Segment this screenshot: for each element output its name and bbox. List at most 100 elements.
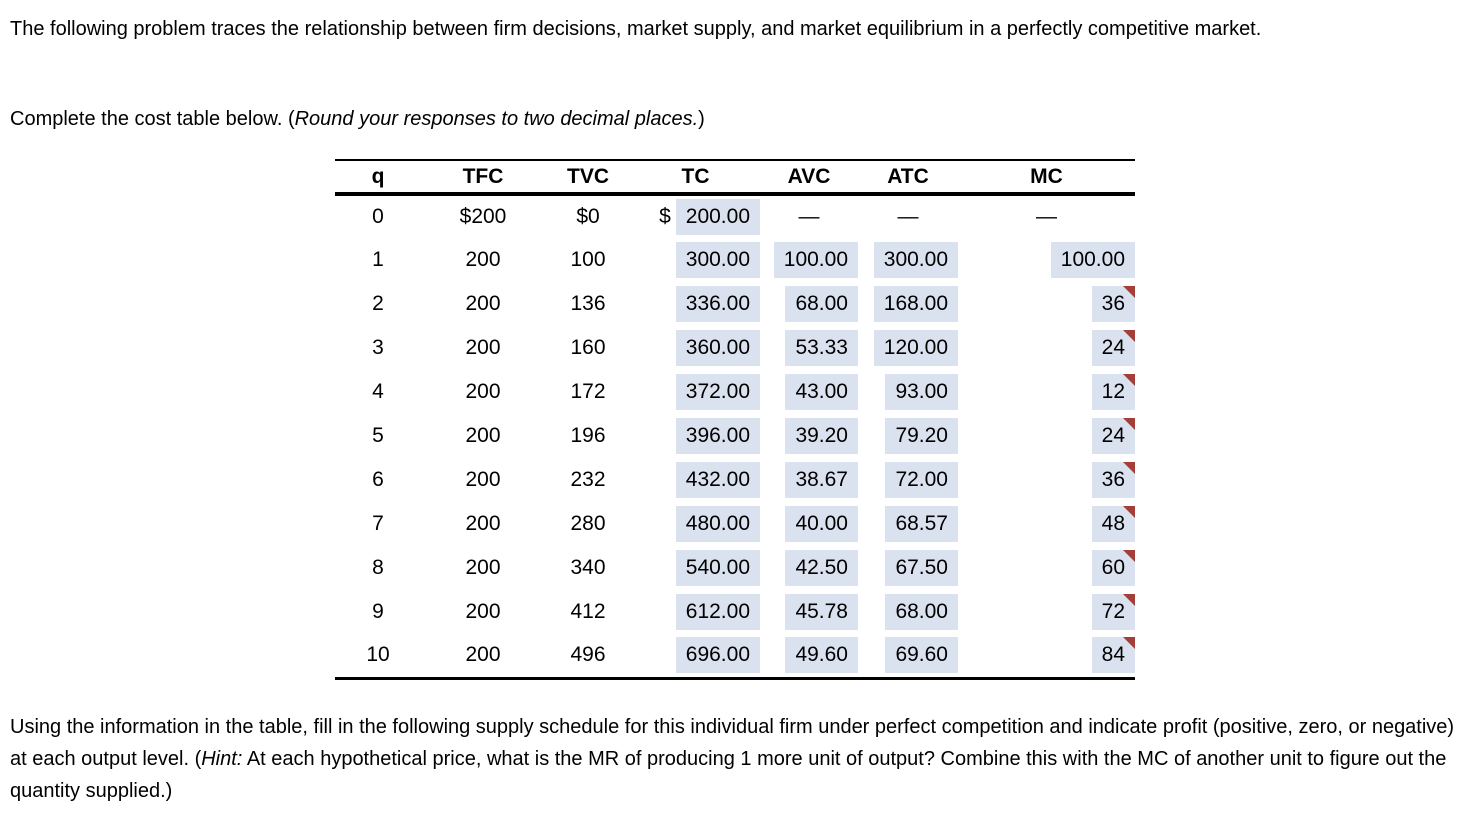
avc-answer-input[interactable]: 38.67 <box>785 462 858 498</box>
atc-cell: 68.57 <box>858 502 958 546</box>
tc-answer-input[interactable]: 336.00 <box>675 286 760 322</box>
tc-answer-input[interactable]: 612.00 <box>675 594 760 630</box>
mc-answer-text: 60 <box>1101 556 1125 579</box>
q-value: 6 <box>372 468 384 491</box>
q-value: 0 <box>372 205 384 228</box>
avc-answer-input[interactable]: 40.00 <box>785 506 858 542</box>
atc-answer-input[interactable]: 120.00 <box>873 330 958 366</box>
tc-cell: $200.00 <box>631 194 760 238</box>
incorrect-marker-icon <box>1123 462 1135 474</box>
mc-answer-text: 24 <box>1101 336 1125 359</box>
avc-answer-input[interactable]: 53.33 <box>785 330 858 366</box>
atc-cell: 79.20 <box>858 414 958 458</box>
tvc-value: 196 <box>570 424 606 447</box>
tvc-value: 340 <box>570 556 606 579</box>
supply-instruction-part2: At each hypothetical price, what is the … <box>10 748 1447 802</box>
tfc-value: $200 <box>459 205 507 228</box>
avc-answer-input[interactable]: 49.60 <box>785 637 858 674</box>
avc-answer-input[interactable]: 68.00 <box>785 286 858 322</box>
mc-answer-text: 72 <box>1101 600 1125 623</box>
tc-answer-input[interactable]: 432.00 <box>675 462 760 498</box>
mc-cell: 72 <box>958 590 1135 634</box>
tc-answer-input[interactable]: 696.00 <box>675 637 760 674</box>
tc-cell: 696.00 <box>631 634 760 678</box>
avc-cell: 45.78 <box>760 590 858 634</box>
col-header-tfc: TFC <box>421 160 545 196</box>
avc-cell: 38.67 <box>760 458 858 502</box>
avc-answer-input[interactable]: 45.78 <box>785 594 858 630</box>
tfc-value: 200 <box>465 292 501 315</box>
avc-cell: 43.00 <box>760 370 858 414</box>
instruction-italic: Round your responses to two decimal plac… <box>294 108 699 130</box>
tc-answer-input[interactable]: 480.00 <box>675 506 760 542</box>
avc-answer-input[interactable]: 42.50 <box>785 550 858 586</box>
mc-answer-input[interactable]: 12 <box>1091 374 1135 410</box>
atc-cell: 93.00 <box>858 370 958 414</box>
atc-cell: 300.00 <box>858 238 958 282</box>
mc-answer-input[interactable]: 36 <box>1091 462 1135 498</box>
col-header-avc: AVC <box>760 160 858 196</box>
mc-cell: 84 <box>958 634 1135 678</box>
incorrect-marker-icon <box>1123 374 1135 386</box>
intro-paragraph: The following problem traces the relatio… <box>10 13 1418 45</box>
tc-cell: 372.00 <box>631 370 760 414</box>
mc-answer-text: 48 <box>1101 512 1125 535</box>
incorrect-marker-icon <box>1123 286 1135 298</box>
table-row: 3 200 160 360.00 53.33 120.00 24 <box>335 326 1135 370</box>
tvc-value: 160 <box>570 336 606 359</box>
atc-answer-input[interactable]: 68.57 <box>885 506 958 542</box>
avc-answer-input[interactable]: 43.00 <box>785 374 858 410</box>
q-value: 9 <box>372 600 384 623</box>
col-header-atc: ATC <box>858 160 958 196</box>
atc-answer-input[interactable]: 79.20 <box>885 418 958 454</box>
table-row: 6 200 232 432.00 38.67 72.00 36 <box>335 458 1135 502</box>
tc-cell: 336.00 <box>631 282 760 326</box>
atc-cell: 67.50 <box>858 546 958 590</box>
tc-cell: 612.00 <box>631 590 760 634</box>
atc-answer-input[interactable]: 93.00 <box>885 374 958 410</box>
mc-answer-input[interactable]: 24 <box>1091 330 1135 366</box>
avc-answer-input[interactable]: 39.20 <box>785 418 858 454</box>
avc-cell: 42.50 <box>760 546 858 590</box>
instruction-prefix: Complete the cost table below. ( <box>10 108 295 130</box>
incorrect-marker-icon <box>1123 594 1135 606</box>
mc-cell: 12 <box>958 370 1135 414</box>
atc-cell: 69.60 <box>858 634 958 678</box>
table-row: 9 200 412 612.00 45.78 68.00 72 <box>335 590 1135 634</box>
mc-answer-input[interactable]: 72 <box>1091 594 1135 630</box>
tc-answer-input[interactable]: 360.00 <box>675 330 760 366</box>
avc-cell: 53.33 <box>760 326 858 370</box>
avc-answer-input[interactable]: 100.00 <box>773 242 858 278</box>
table-row: 8 200 340 540.00 42.50 67.50 60 <box>335 546 1135 590</box>
mc-answer-input[interactable]: 60 <box>1091 550 1135 586</box>
atc-answer-input[interactable]: 300.00 <box>873 242 958 278</box>
tc-answer-input[interactable]: 540.00 <box>675 550 760 586</box>
tfc-value: 200 <box>465 424 501 447</box>
atc-answer-input[interactable]: 67.50 <box>885 550 958 586</box>
atc-dash: — <box>897 205 919 228</box>
mc-answer-input[interactable]: 24 <box>1091 418 1135 454</box>
mc-answer-text: 12 <box>1101 380 1125 403</box>
atc-answer-input[interactable]: 68.00 <box>885 594 958 630</box>
tfc-value: 200 <box>465 600 501 623</box>
tc-answer-input[interactable]: 372.00 <box>675 374 760 410</box>
mc-dash: — <box>1036 205 1057 228</box>
atc-answer-input[interactable]: 72.00 <box>885 462 958 498</box>
mc-cell: 24 <box>958 414 1135 458</box>
tc-answer-input[interactable]: 396.00 <box>675 418 760 454</box>
mc-answer-input[interactable]: 84 <box>1091 637 1135 674</box>
atc-cell: 68.00 <box>858 590 958 634</box>
tc-answer-input[interactable]: 200.00 <box>675 199 760 235</box>
q-value: 8 <box>372 556 384 579</box>
mc-answer-input[interactable]: 36 <box>1091 286 1135 322</box>
atc-answer-input[interactable]: 168.00 <box>873 286 958 322</box>
col-header-mc: MC <box>958 160 1135 196</box>
tc-cell: 432.00 <box>631 458 760 502</box>
atc-answer-input[interactable]: 69.60 <box>885 637 958 674</box>
mc-answer-input[interactable]: 100.00 <box>1050 242 1135 278</box>
mc-answer-input[interactable]: 48 <box>1091 506 1135 542</box>
tc-answer-input[interactable]: 300.00 <box>675 242 760 278</box>
tc-cell: 300.00 <box>631 238 760 282</box>
currency-prefix: $ <box>659 205 671 228</box>
